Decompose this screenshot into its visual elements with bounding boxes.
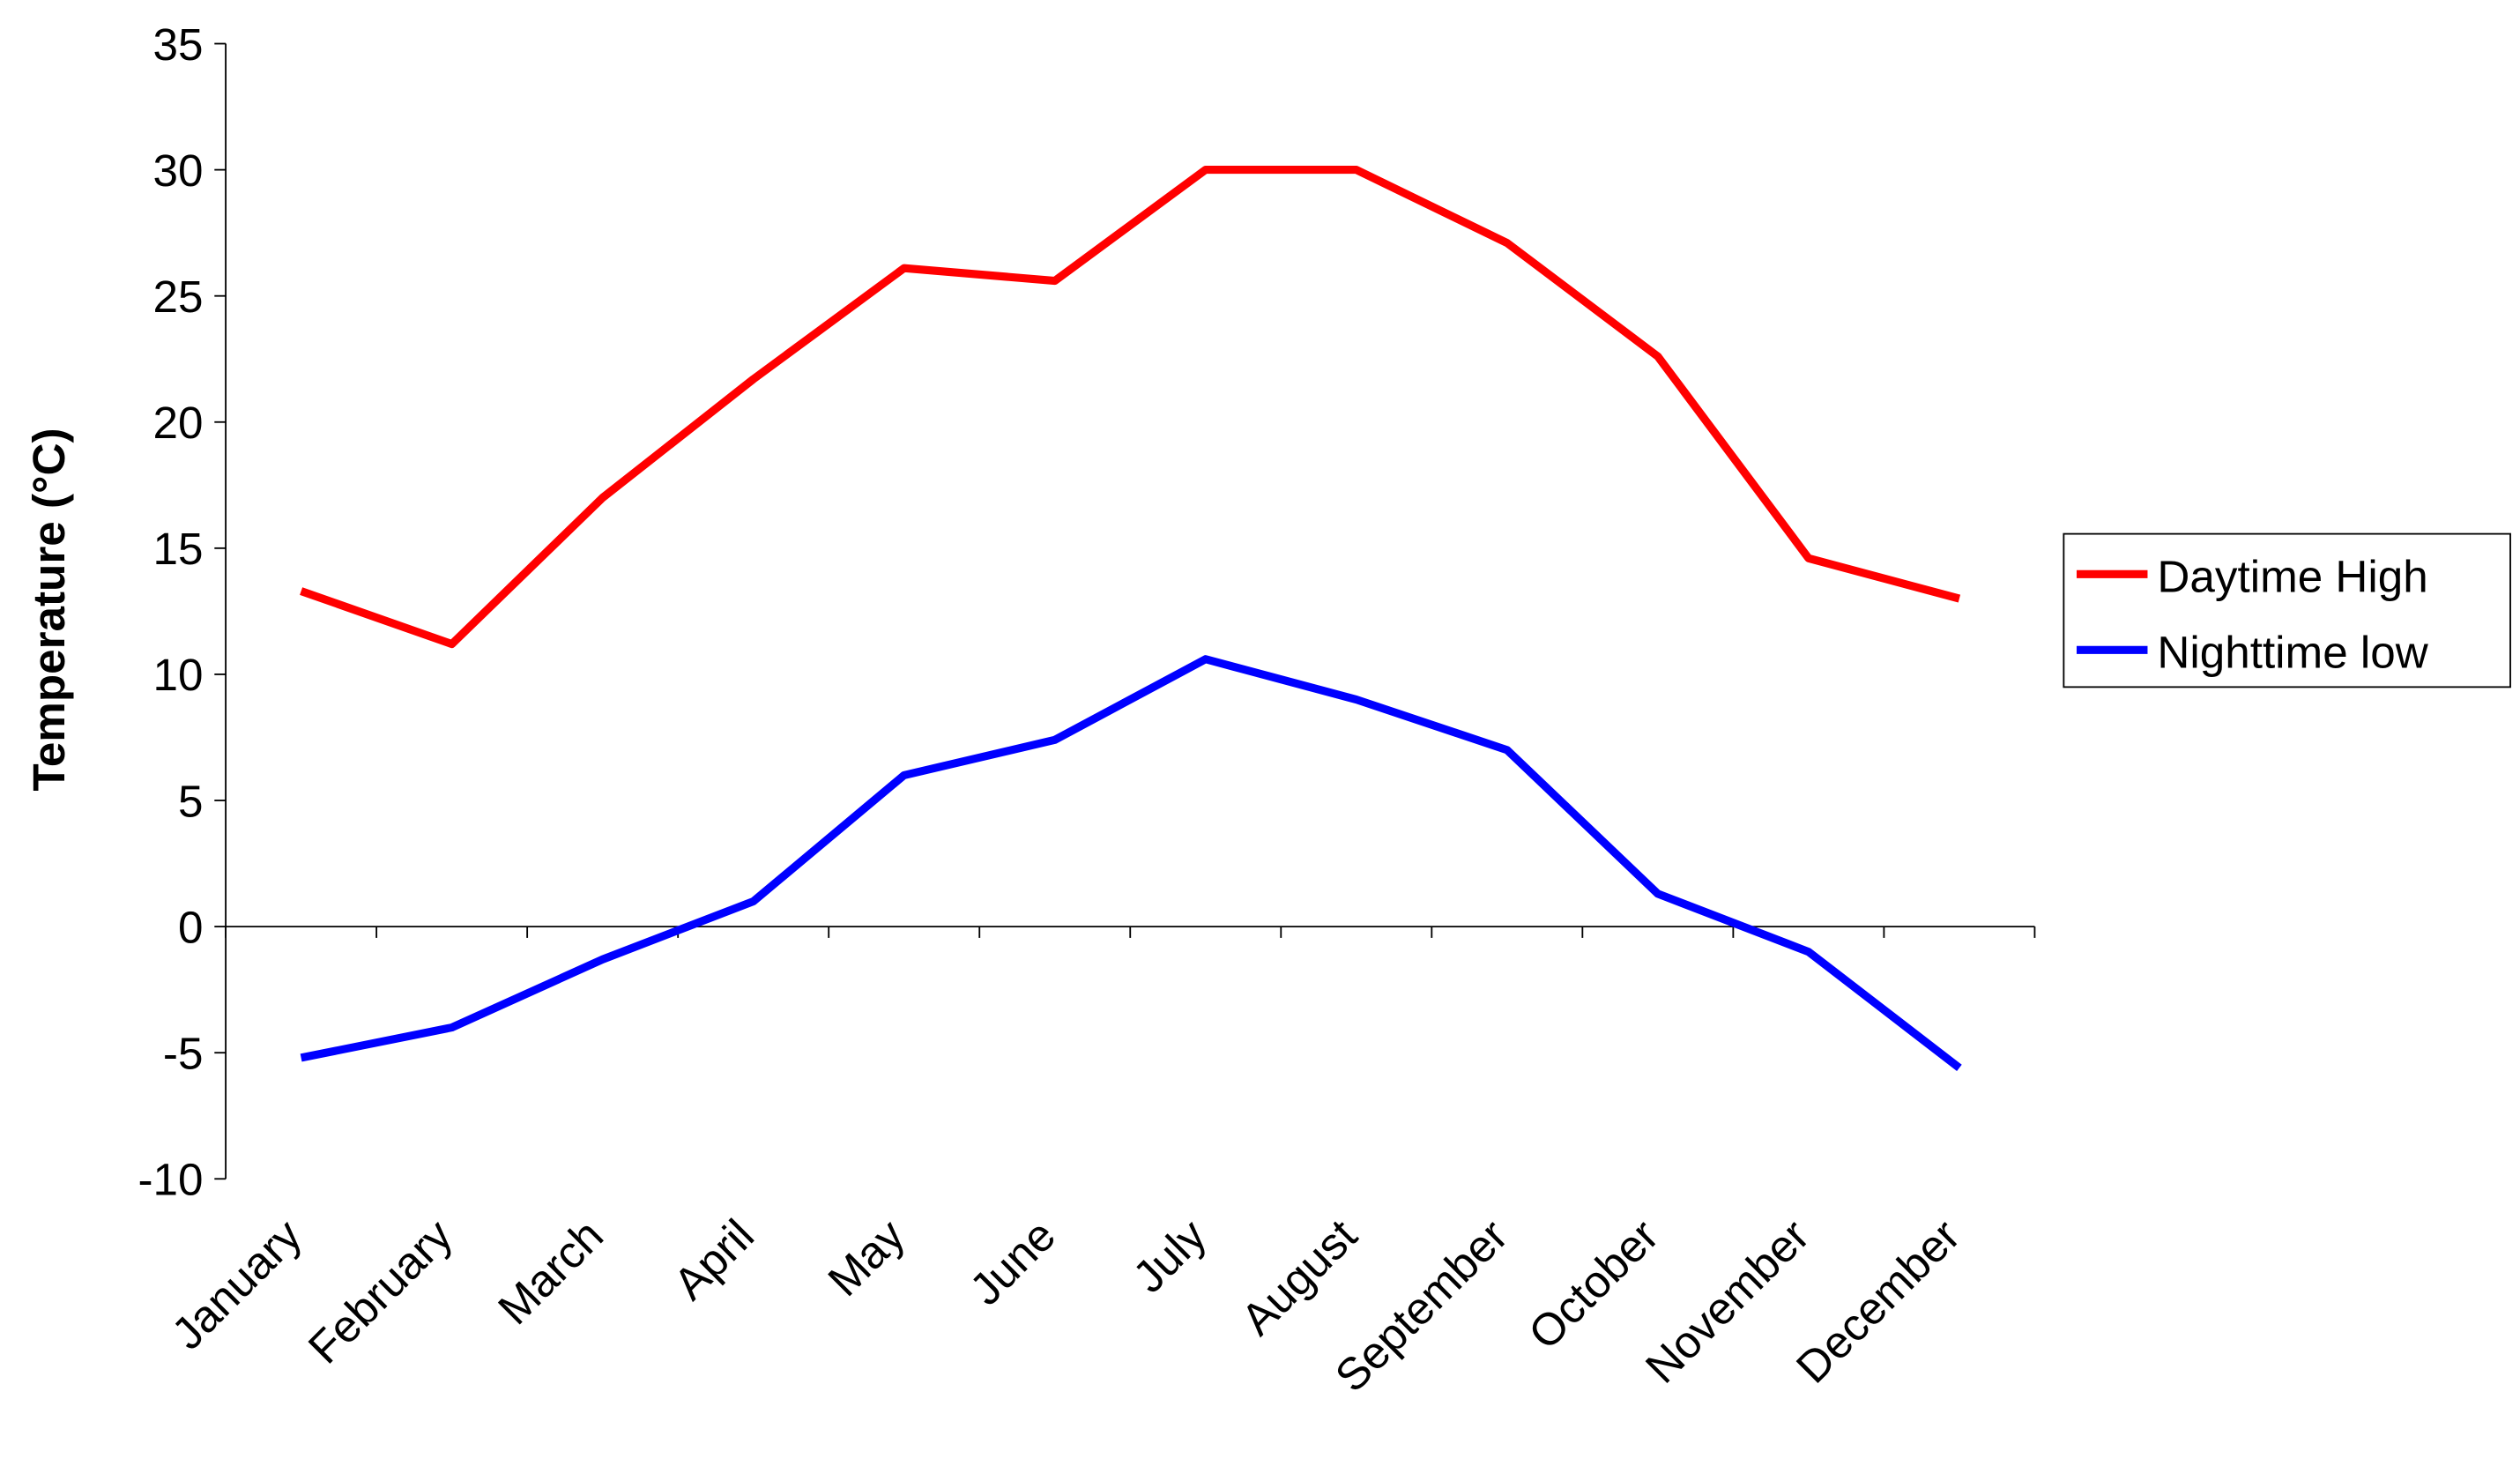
x-tick-label: June: [960, 1209, 1065, 1314]
y-tick-label: -10: [138, 1155, 203, 1205]
data-line: [300, 166, 1961, 649]
x-tick-label: July: [1124, 1209, 1216, 1302]
data-line: [300, 655, 1962, 1071]
y-tick-label: 0: [178, 902, 203, 952]
y-tick-label: 30: [153, 145, 204, 196]
x-tick-label: April: [664, 1209, 763, 1309]
y-tick-label: 15: [153, 524, 204, 574]
y-tick-label: 35: [153, 19, 204, 70]
x-tick-label: August: [1231, 1209, 1366, 1344]
legend-label: Daytime High: [2157, 551, 2427, 601]
y-tick-label: 5: [178, 776, 203, 826]
x-tick-label: March: [488, 1209, 613, 1334]
y-tick-label: 20: [153, 398, 204, 448]
x-tick-label: January: [162, 1209, 311, 1358]
y-tick-label: 10: [153, 650, 204, 700]
y-tick-label: -5: [163, 1028, 204, 1078]
x-tick-label: October: [1519, 1209, 1668, 1358]
legend-box: [2063, 532, 2511, 688]
x-tick-label: November: [1636, 1209, 1818, 1392]
y-axis-title: Temperature (°C): [24, 428, 74, 791]
x-tick-label: May: [818, 1209, 914, 1306]
legend: Daytime High Nighttime low: [2063, 532, 2511, 688]
legend-label: Nighttime low: [2157, 627, 2428, 677]
y-tick-label: 25: [153, 272, 204, 322]
x-tick-label: December: [1787, 1209, 1969, 1392]
x-tick-label: February: [299, 1209, 462, 1373]
